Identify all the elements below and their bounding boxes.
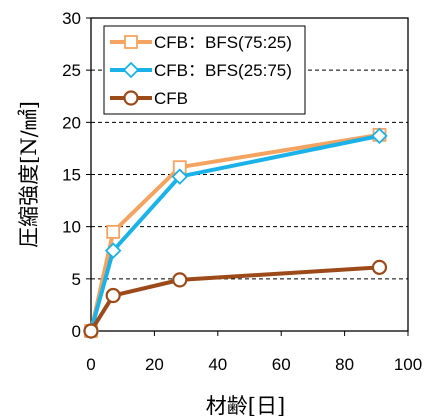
data-point <box>172 272 188 288</box>
y-tick-label: 25 <box>62 61 81 80</box>
data-point <box>122 61 140 79</box>
x-axis-title: 材齢[日] <box>206 394 285 418</box>
x-tick-label: 20 <box>145 355 164 374</box>
x-tick-label: 60 <box>272 355 291 374</box>
y-tick-label: 5 <box>72 270 81 289</box>
x-tick-label: 0 <box>86 355 95 374</box>
series-2 <box>82 127 388 340</box>
legend-item: CFB <box>110 89 188 108</box>
data-point <box>124 35 138 49</box>
legend-label: CFB：BFS(25:75) <box>154 61 292 80</box>
data-point <box>171 168 189 185</box>
data-point <box>106 224 121 239</box>
series-layer <box>82 127 388 340</box>
legend: CFB：BFS(75:25) CFB：BFS(25:75) CFB <box>103 25 306 115</box>
legend-label: CFB：BFS(75:25) <box>154 33 292 52</box>
y-tick-label: 0 <box>72 322 81 341</box>
data-point <box>104 242 122 259</box>
series-3 <box>83 259 388 339</box>
legend-item: CFB：BFS(75:25) <box>110 33 292 52</box>
x-tick-label: 100 <box>394 355 422 374</box>
y-tick-label: 30 <box>62 9 81 28</box>
data-point <box>371 127 388 145</box>
y-tick-label: 20 <box>62 113 81 132</box>
series-line <box>89 265 380 333</box>
legend-item: CFB：BFS(25:75) <box>110 61 292 80</box>
tick-labels: 0 5 10 15 20 25 30 0 20 40 60 80 100 <box>62 9 422 374</box>
x-tick-label: 40 <box>208 355 227 374</box>
y-axis-title: 圧縮強度[N/㎟] <box>17 101 41 248</box>
y-tick-label: 15 <box>62 166 81 185</box>
data-point <box>83 323 99 339</box>
data-point <box>123 90 139 106</box>
data-point <box>105 287 121 304</box>
y-tick-label: 10 <box>62 218 81 237</box>
legend-label: CFB <box>154 89 188 108</box>
series-line <box>89 132 380 332</box>
series-line <box>89 133 380 332</box>
x-tick-label: 80 <box>335 355 354 374</box>
data-point <box>371 259 388 275</box>
